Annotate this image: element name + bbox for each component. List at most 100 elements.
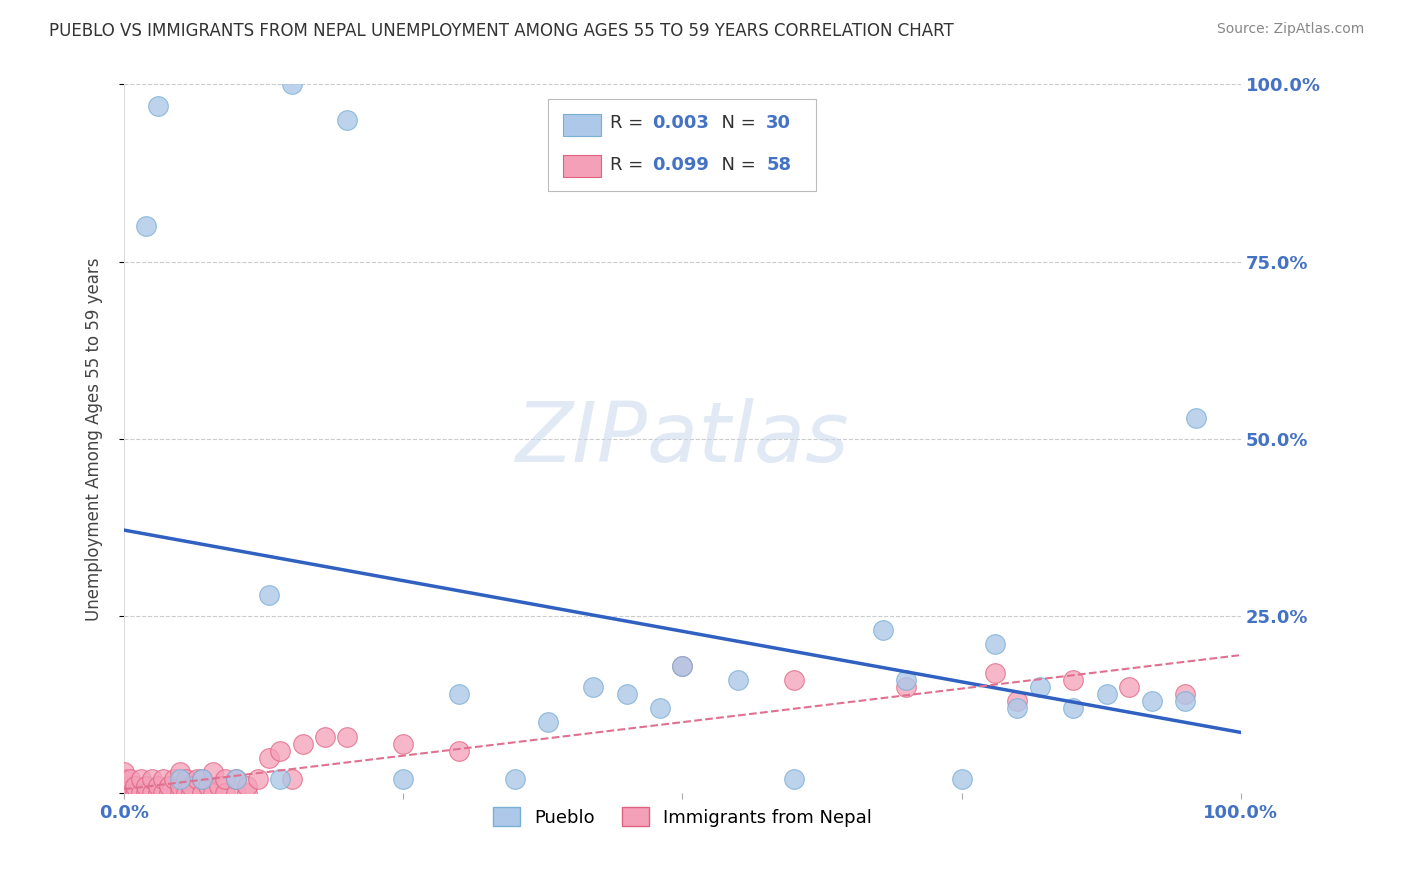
Point bbox=[336, 730, 359, 744]
Point bbox=[291, 737, 314, 751]
Point bbox=[135, 779, 157, 793]
Text: 0.003: 0.003 bbox=[652, 114, 709, 132]
Point bbox=[1118, 680, 1140, 694]
Point bbox=[449, 744, 471, 758]
Point bbox=[169, 786, 191, 800]
Point bbox=[872, 624, 894, 638]
Point bbox=[950, 772, 973, 787]
Text: R =: R = bbox=[610, 114, 650, 132]
Legend: Pueblo, Immigrants from Nepal: Pueblo, Immigrants from Nepal bbox=[485, 800, 880, 834]
Y-axis label: Unemployment Among Ages 55 to 59 years: Unemployment Among Ages 55 to 59 years bbox=[86, 257, 103, 621]
Point bbox=[671, 658, 693, 673]
Point bbox=[112, 772, 135, 787]
Point bbox=[225, 786, 247, 800]
FancyBboxPatch shape bbox=[548, 99, 817, 191]
Point bbox=[269, 772, 291, 787]
Point bbox=[1007, 694, 1029, 708]
Point bbox=[259, 588, 281, 602]
Point bbox=[202, 786, 225, 800]
FancyBboxPatch shape bbox=[562, 154, 600, 178]
Point bbox=[984, 665, 1007, 680]
Point bbox=[225, 772, 247, 787]
Point bbox=[146, 779, 169, 793]
Text: 58: 58 bbox=[766, 155, 792, 174]
Point bbox=[197, 779, 219, 793]
Text: N =: N = bbox=[710, 114, 762, 132]
Point bbox=[449, 687, 471, 701]
Point bbox=[503, 772, 526, 787]
Text: Source: ZipAtlas.com: Source: ZipAtlas.com bbox=[1216, 22, 1364, 37]
Point bbox=[650, 701, 672, 715]
Text: ZIPatlas: ZIPatlas bbox=[516, 399, 849, 479]
Text: PUEBLO VS IMMIGRANTS FROM NEPAL UNEMPLOYMENT AMONG AGES 55 TO 59 YEARS CORRELATI: PUEBLO VS IMMIGRANTS FROM NEPAL UNEMPLOY… bbox=[49, 22, 953, 40]
Point bbox=[214, 772, 236, 787]
Point bbox=[1062, 701, 1084, 715]
Point bbox=[616, 687, 638, 701]
Point bbox=[984, 638, 1007, 652]
Point bbox=[1174, 687, 1197, 701]
Point bbox=[112, 786, 135, 800]
Point bbox=[259, 751, 281, 765]
Point bbox=[118, 786, 141, 800]
Point bbox=[112, 779, 135, 793]
Point bbox=[236, 786, 259, 800]
Point bbox=[129, 786, 152, 800]
Point bbox=[152, 786, 174, 800]
Point bbox=[169, 779, 191, 793]
Point bbox=[247, 772, 270, 787]
Point bbox=[582, 680, 605, 694]
Text: R =: R = bbox=[610, 155, 650, 174]
Point bbox=[191, 772, 214, 787]
Text: 30: 30 bbox=[766, 114, 792, 132]
Point bbox=[336, 112, 359, 127]
FancyBboxPatch shape bbox=[562, 113, 600, 136]
Text: N =: N = bbox=[710, 155, 762, 174]
Point bbox=[141, 786, 163, 800]
Point bbox=[392, 737, 415, 751]
Point bbox=[157, 786, 180, 800]
Point bbox=[129, 772, 152, 787]
Point bbox=[124, 779, 146, 793]
Point bbox=[225, 772, 247, 787]
Text: 0.099: 0.099 bbox=[652, 155, 709, 174]
Point bbox=[1029, 680, 1052, 694]
Point bbox=[146, 99, 169, 113]
Point bbox=[783, 673, 806, 687]
Point bbox=[174, 786, 197, 800]
Point bbox=[214, 786, 236, 800]
Point bbox=[314, 730, 336, 744]
Point bbox=[208, 779, 231, 793]
Point bbox=[169, 772, 191, 787]
Point bbox=[1007, 701, 1029, 715]
Point bbox=[152, 772, 174, 787]
Point bbox=[135, 219, 157, 234]
Point bbox=[191, 772, 214, 787]
Point bbox=[180, 779, 202, 793]
Point bbox=[118, 772, 141, 787]
Point bbox=[1140, 694, 1163, 708]
Point bbox=[1062, 673, 1084, 687]
Point bbox=[135, 786, 157, 800]
Point bbox=[180, 786, 202, 800]
Point bbox=[157, 779, 180, 793]
Point bbox=[280, 772, 302, 787]
Point bbox=[141, 772, 163, 787]
Point bbox=[186, 772, 208, 787]
Point bbox=[727, 673, 749, 687]
Point bbox=[146, 786, 169, 800]
Point bbox=[783, 772, 806, 787]
Point bbox=[1185, 410, 1208, 425]
Point bbox=[894, 673, 917, 687]
Point bbox=[236, 779, 259, 793]
Point bbox=[1174, 694, 1197, 708]
Point bbox=[1095, 687, 1118, 701]
Point bbox=[269, 744, 291, 758]
Point bbox=[392, 772, 415, 787]
Point bbox=[280, 78, 302, 92]
Point bbox=[671, 658, 693, 673]
Point bbox=[112, 765, 135, 780]
Point bbox=[169, 765, 191, 780]
Point bbox=[174, 772, 197, 787]
Point bbox=[124, 786, 146, 800]
Point bbox=[202, 765, 225, 780]
